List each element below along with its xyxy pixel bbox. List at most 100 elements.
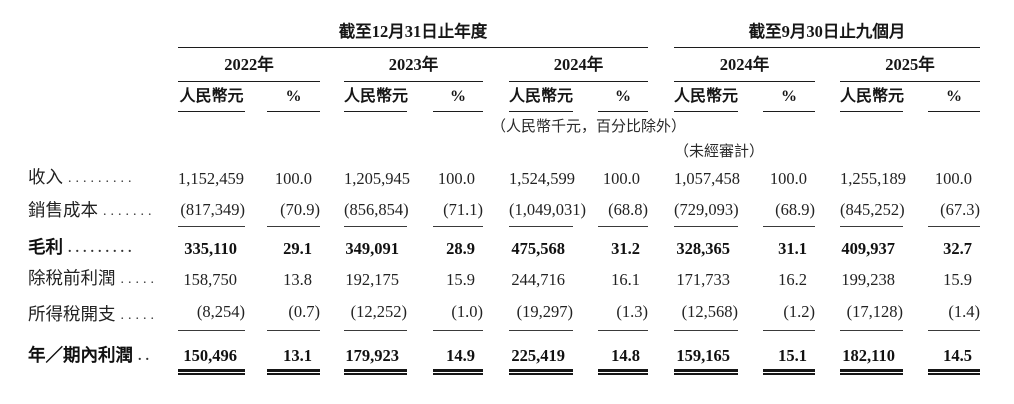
nine-month-period-title: 截至9月30日止九個月 bbox=[674, 18, 980, 48]
percent-value: (1.3) bbox=[598, 302, 648, 331]
percent-value: 28.9 bbox=[446, 239, 475, 258]
row-label: 銷售成本....... bbox=[28, 197, 178, 227]
table-row: 所得稅開支..... (8,254) (0.7) (12,252) (1.0) (19,2… bbox=[28, 295, 1014, 331]
percent-value: (1.2) bbox=[763, 302, 815, 331]
percent-header: % bbox=[763, 88, 815, 112]
percent-value: 32.7 bbox=[943, 239, 972, 258]
amount-value: (1,049,031) bbox=[509, 200, 586, 227]
amount-value: 409,937 bbox=[841, 239, 895, 258]
percent-value: (71.1) bbox=[433, 200, 483, 227]
year-header-2024-ninemonth: 2024年 bbox=[674, 51, 815, 82]
amount-value: 159,165 bbox=[674, 346, 738, 375]
amount-value: 244,716 bbox=[511, 270, 565, 289]
dot-leader: ......... bbox=[68, 241, 136, 256]
row-label: 收入......... bbox=[28, 164, 178, 194]
amount-value: (19,297) bbox=[509, 302, 573, 331]
unaudited-note-row: （未經審計） bbox=[28, 138, 1014, 163]
amount-value: (856,854) bbox=[344, 200, 409, 227]
amount-value: 179,923 bbox=[344, 346, 407, 375]
amount-value: (817,349) bbox=[178, 200, 245, 227]
percent-value: (1.0) bbox=[433, 302, 483, 331]
amount-value: (729,093) bbox=[674, 200, 739, 227]
percent-value: 16.1 bbox=[611, 270, 640, 289]
percent-value: (0.7) bbox=[267, 302, 320, 331]
table-row: 年／期內利潤.. 150,496 13.1 179,923 14.9 225,419 14.… bbox=[28, 331, 1014, 375]
row-label-text: 銷售成本 bbox=[28, 200, 98, 220]
amount-value: 349,091 bbox=[345, 239, 399, 258]
percent-value: 100.0 bbox=[602, 169, 640, 188]
percent-value: 15.1 bbox=[763, 346, 815, 375]
currency-header: 人民幣元 bbox=[674, 82, 738, 112]
row-label-text: 收入 bbox=[28, 167, 63, 187]
amount-value: 158,750 bbox=[183, 270, 237, 289]
currency-header: 人民幣元 bbox=[840, 82, 904, 112]
percent-value: 14.5 bbox=[928, 346, 980, 375]
table-row: 銷售成本....... (817,349) (70.9) (856,854) (71.1… bbox=[28, 194, 1014, 227]
row-label: 除稅前利潤..... bbox=[28, 265, 178, 295]
year-header-2024-annual: 2024年 bbox=[509, 51, 648, 82]
percent-value: (68.8) bbox=[598, 200, 648, 227]
dot-leader: ..... bbox=[120, 308, 158, 323]
period-section-header-row: 截至12月31日止年度 截至9月30日止九個月 bbox=[28, 8, 1014, 48]
percent-header: % bbox=[598, 88, 648, 112]
amount-value: 328,365 bbox=[676, 239, 730, 258]
dot-leader: ......... bbox=[68, 171, 136, 186]
currency-header: 人民幣元 bbox=[344, 82, 408, 112]
percent-value: 14.9 bbox=[433, 346, 483, 375]
amount-value: (845,252) bbox=[840, 200, 905, 227]
dot-leader: ..... bbox=[120, 272, 158, 287]
amount-value: 225,419 bbox=[509, 346, 573, 375]
amount-value: (12,568) bbox=[674, 302, 738, 331]
table-body: 收入......... 1,152,459 100.0 1,205,945 100.0 1… bbox=[28, 163, 1014, 375]
percent-value: 100.0 bbox=[274, 169, 312, 188]
percent-value: 15.9 bbox=[943, 270, 972, 289]
percent-value: 100.0 bbox=[769, 169, 807, 188]
amount-value: 150,496 bbox=[178, 346, 245, 375]
percent-value: 100.0 bbox=[934, 169, 972, 188]
amount-value: 1,152,459 bbox=[178, 169, 244, 188]
table-row: 收入......... 1,152,459 100.0 1,205,945 100.0 1… bbox=[28, 163, 1014, 194]
currency-header: 人民幣元 bbox=[178, 82, 245, 112]
percent-value: 13.1 bbox=[267, 346, 320, 375]
row-label: 毛利......... bbox=[28, 234, 178, 264]
row-label-text: 所得稅開支 bbox=[28, 304, 116, 324]
amount-value: 1,057,458 bbox=[674, 169, 740, 188]
amount-value: (12,252) bbox=[344, 302, 407, 331]
dot-leader: ....... bbox=[103, 204, 156, 219]
row-label-text: 除稅前利潤 bbox=[28, 268, 116, 288]
amount-value: 1,205,945 bbox=[344, 169, 410, 188]
row-label: 所得稅開支..... bbox=[28, 301, 178, 331]
unit-note: （人民幣千元，百分比除外） bbox=[491, 119, 687, 135]
unit-note-row: （人民幣千元，百分比除外） bbox=[28, 111, 1014, 138]
amount-value: 171,733 bbox=[676, 270, 730, 289]
amount-value: 335,110 bbox=[184, 239, 237, 258]
row-label-text: 毛利 bbox=[28, 237, 63, 257]
amount-value: 199,238 bbox=[841, 270, 895, 289]
percent-value: 14.8 bbox=[598, 346, 648, 375]
row-label-text: 年／期內利潤 bbox=[28, 345, 133, 365]
percent-value: 16.2 bbox=[778, 270, 807, 289]
amount-value: 182,110 bbox=[840, 346, 903, 375]
year-header-row: 2022年 2023年 2024年 2024年 2025年 bbox=[28, 48, 1014, 82]
amount-value: 1,255,189 bbox=[840, 169, 906, 188]
percent-value: (70.9) bbox=[267, 200, 320, 227]
table-row: 毛利......... 335,110 29.1 349,091 28.9 475,568… bbox=[28, 227, 1014, 264]
percent-value: (67.3) bbox=[928, 200, 980, 227]
year-header-2023: 2023年 bbox=[344, 51, 483, 82]
year-header-2025: 2025年 bbox=[840, 51, 980, 82]
annual-period-title: 截至12月31日止年度 bbox=[178, 18, 648, 48]
percent-value: 29.1 bbox=[283, 239, 312, 258]
subheader-row: 人民幣元 % 人民幣元 % 人民幣元 % 人民幣元 % 人民幣元 % bbox=[28, 82, 1014, 112]
percent-value: 31.2 bbox=[611, 239, 640, 258]
percent-value: 31.1 bbox=[778, 239, 807, 258]
amount-value: 192,175 bbox=[345, 270, 399, 289]
table-row: 除稅前利潤..... 158,750 13.8 192,175 15.9 244,716 1… bbox=[28, 264, 1014, 295]
amount-value: 475,568 bbox=[511, 239, 565, 258]
dot-leader: .. bbox=[138, 349, 153, 364]
percent-value: 13.8 bbox=[283, 270, 312, 289]
percent-header: % bbox=[267, 88, 320, 112]
percent-value: (68.9) bbox=[763, 200, 815, 227]
percent-header: % bbox=[433, 88, 483, 112]
percent-value: (1.4) bbox=[928, 302, 980, 331]
